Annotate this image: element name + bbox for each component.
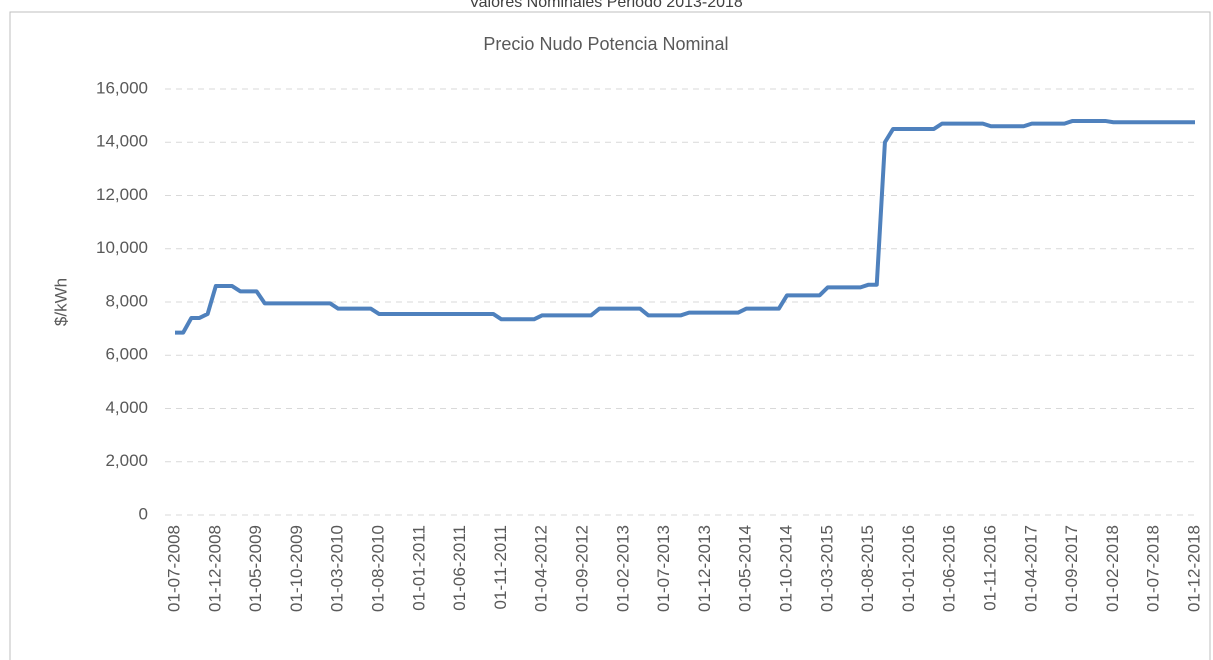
data-line <box>175 118 1195 335</box>
y-tick-label: 10,000 <box>96 238 148 257</box>
x-tick-label: 01-07-2013 <box>654 525 673 612</box>
x-tick-label: 01-02-2018 <box>1103 525 1122 612</box>
x-tick-label: 01-09-2017 <box>1062 525 1081 612</box>
y-tick-label: 12,000 <box>96 185 148 204</box>
x-tick-label: 01-04-2017 <box>1021 525 1040 612</box>
y-tick-label: 14,000 <box>96 132 148 151</box>
x-tick-label: 01-10-2014 <box>776 525 795 612</box>
x-tick-label: 01-12-2013 <box>695 525 714 612</box>
y-tick-label: 6,000 <box>105 345 148 364</box>
chart-title: Valores Nominales Periodo 2013-2018 <box>469 0 743 11</box>
x-tick-label: 01-12-2008 <box>205 525 224 612</box>
x-tick-label: 01-06-2011 <box>450 525 469 611</box>
x-tick-label: 01-09-2012 <box>572 525 591 612</box>
chart-frame <box>9 11 1211 660</box>
x-tick-label: 01-03-2010 <box>328 525 347 612</box>
y-tick-label: 16,000 <box>96 78 148 97</box>
x-tick-label: 01-06-2016 <box>940 525 959 612</box>
chart-subtitle: Precio Nudo Potencia Nominal <box>483 34 728 54</box>
x-tick-label: 01-04-2012 <box>532 525 551 612</box>
x-tick-label: 01-05-2009 <box>246 525 265 612</box>
x-tick-label: 01-07-2008 <box>164 525 183 612</box>
x-tick-label: 01-01-2016 <box>899 525 918 612</box>
y-tick-label: 0 <box>139 504 148 523</box>
x-tick-label: 01-11-2011 <box>491 525 510 609</box>
x-tick-label: 01-05-2014 <box>736 525 755 612</box>
x-tick-label: 01-10-2009 <box>287 525 306 612</box>
x-tick-label: 01-11-2016 <box>980 525 999 611</box>
x-tick-label: 01-03-2015 <box>817 525 836 612</box>
x-tick-label: 01-12-2018 <box>1184 525 1203 612</box>
x-tick-label: 01-08-2010 <box>368 525 387 612</box>
x-tick-label: 01-08-2015 <box>858 525 877 612</box>
x-tick-label: 01-02-2013 <box>613 525 632 612</box>
y-tick-label: 8,000 <box>105 291 148 310</box>
x-tick-label: 01-07-2018 <box>1144 525 1163 612</box>
y-axis-label: $/kWh <box>51 278 70 326</box>
y-tick-label: 2,000 <box>105 451 148 470</box>
x-tick-label: 01-01-2011 <box>409 525 428 611</box>
y-tick-label: 4,000 <box>105 398 148 417</box>
